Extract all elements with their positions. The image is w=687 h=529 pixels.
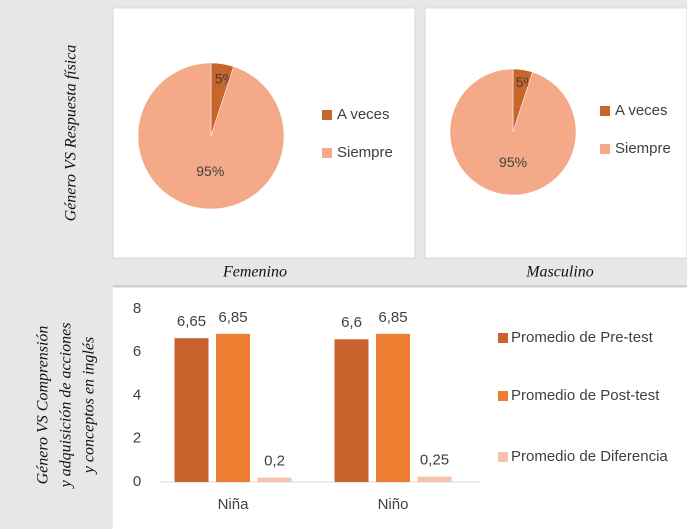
bar xyxy=(417,476,452,482)
legend-label: Siempre xyxy=(337,144,393,161)
legend-label: Siempre xyxy=(615,140,671,157)
row-label: Género VS Comprensión xyxy=(35,326,52,485)
x-tick-label: Niña xyxy=(218,496,250,513)
legend-swatch xyxy=(322,110,332,120)
bar xyxy=(174,338,209,482)
y-tick-label: 2 xyxy=(133,430,141,447)
row-label: y conceptos en inglés xyxy=(81,337,98,475)
bar xyxy=(376,333,410,482)
bar xyxy=(257,477,292,482)
legend-label: Promedio de Pre-test xyxy=(511,329,653,346)
bar xyxy=(216,333,250,482)
y-tick-label: 8 xyxy=(133,300,141,317)
legend-entry: Promedio de Post-test xyxy=(511,387,660,404)
pie-slice xyxy=(137,62,285,210)
column-label: Femenino xyxy=(222,264,287,281)
legend-swatch xyxy=(600,144,610,154)
pie-slice xyxy=(449,68,577,196)
bar-value-label: 0,25 xyxy=(420,452,449,469)
bar-value-label: 6,6 xyxy=(341,314,362,331)
legend-label: Promedio de Diferencia xyxy=(511,448,668,465)
bar-value-label: 6,85 xyxy=(218,309,247,326)
legend-label: A veces xyxy=(615,102,668,119)
legend-swatch xyxy=(498,333,508,343)
legend-swatch xyxy=(498,452,508,462)
row-label: y adquisición de acciones xyxy=(58,323,75,490)
column-label: Masculino xyxy=(525,264,594,281)
legend-swatch xyxy=(600,106,610,116)
y-tick-label: 6 xyxy=(133,343,141,360)
bar-value-label: 6,85 xyxy=(378,309,407,326)
bar-value-label: 6,65 xyxy=(177,313,206,330)
slice-label: 95% xyxy=(499,154,527,170)
x-tick-label: Niño xyxy=(378,496,409,513)
legend-swatch xyxy=(322,148,332,158)
legend-entry: Promedio de Diferencia xyxy=(511,448,668,465)
legend-entry: Promedio de Pre-test xyxy=(511,329,653,346)
legend-swatch xyxy=(498,391,508,401)
legend-label: Promedio de Post-test xyxy=(511,387,660,404)
slice-label: 95% xyxy=(196,163,224,179)
bar-value-label: 0,2 xyxy=(264,453,285,470)
legend-label: A veces xyxy=(337,106,390,123)
row-label: Género VS Respuesta física xyxy=(63,45,80,222)
y-tick-label: 0 xyxy=(133,473,141,490)
bar xyxy=(334,339,369,482)
y-tick-label: 4 xyxy=(133,386,141,403)
